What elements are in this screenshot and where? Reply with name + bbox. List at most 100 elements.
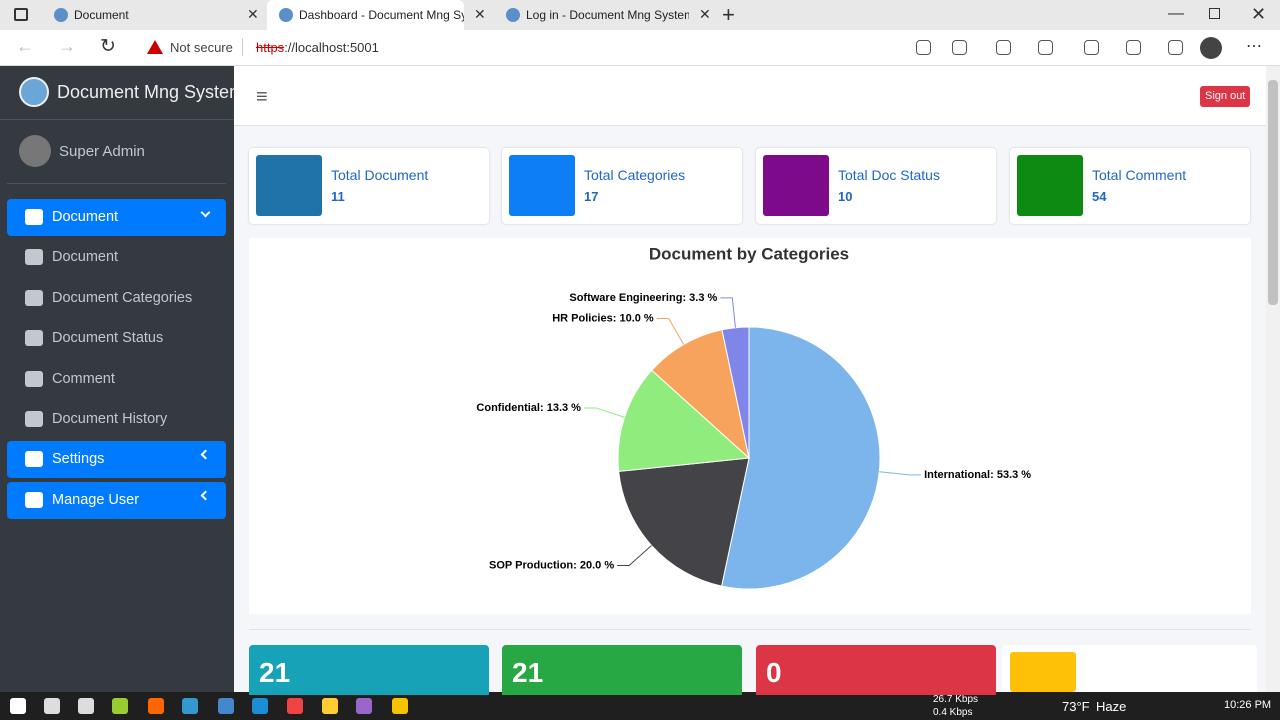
info-box[interactable]: Total Comment 54 xyxy=(1010,148,1250,224)
menu-item[interactable]: Comment xyxy=(52,370,115,387)
info-box-value: 17 xyxy=(584,189,599,204)
toolbar-icon[interactable] xyxy=(1168,40,1183,55)
brand-text[interactable]: Document Mng System xyxy=(57,82,245,102)
info-box-icon xyxy=(763,155,829,216)
taskbar-icon[interactable] xyxy=(148,698,164,714)
small-box-icon xyxy=(1010,652,1076,692)
taskbar-icon[interactable] xyxy=(44,698,60,714)
label-value: 53.3 % xyxy=(997,469,1031,481)
taskbar-icon[interactable] xyxy=(252,698,268,714)
clock[interactable]: 10:26 PM xyxy=(1224,699,1272,711)
menu-item[interactable]: Document Categories xyxy=(52,289,193,306)
divider xyxy=(7,183,226,184)
taskbar-icon[interactable] xyxy=(322,698,338,714)
toolbar-icon[interactable] xyxy=(916,40,931,55)
profile-avatar[interactable] xyxy=(1200,37,1222,59)
menu-group[interactable]: Settings xyxy=(7,441,226,479)
tab-close[interactable]: ✕ xyxy=(247,6,259,22)
taskbar-icon[interactable] xyxy=(356,698,372,714)
tab-close[interactable]: ✕ xyxy=(699,6,711,22)
forward[interactable]: → xyxy=(58,36,76,56)
taskbar-icon[interactable] xyxy=(10,698,26,714)
top-nav xyxy=(234,66,1266,126)
warning-icon xyxy=(147,40,163,54)
label-separator: : xyxy=(682,292,689,304)
divider xyxy=(249,629,1251,630)
toolbar-icon[interactable] xyxy=(1038,40,1053,55)
menu-icon xyxy=(25,370,43,387)
taskbar-icon[interactable] xyxy=(78,698,94,714)
info-box-label: Total Document xyxy=(331,167,429,183)
pie-chart: Document by Categories International: 53… xyxy=(476,244,1031,590)
menu-item[interactable]: Document Status xyxy=(52,330,164,347)
label-category: Software Engineering xyxy=(569,292,682,304)
maximize[interactable] xyxy=(1209,8,1220,19)
chart-title: Document by Categories xyxy=(649,244,849,263)
info-box[interactable]: Total Doc Status 10 xyxy=(756,148,996,224)
weather-text[interactable]: Haze xyxy=(1096,699,1127,714)
pie-slice xyxy=(618,457,750,587)
taskbar-icon[interactable] xyxy=(287,698,303,714)
label-separator: : xyxy=(573,559,580,571)
weather-temp[interactable]: 73°F xyxy=(1062,699,1090,714)
small-box-value[interactable]: 21 xyxy=(249,645,489,695)
menu-item[interactable]: Document History xyxy=(52,411,168,427)
label-separator: : xyxy=(990,469,997,481)
menu-icon xyxy=(25,451,43,468)
security-label: Not secure xyxy=(170,40,233,55)
data-label: Software Engineering: 3.3 % xyxy=(569,292,717,304)
sign-out-button[interactable]: Sign out xyxy=(1200,86,1251,107)
menu-group[interactable]: Document xyxy=(7,199,226,236)
taskbar-icon[interactable] xyxy=(218,698,234,714)
label-category: Confidential xyxy=(476,402,540,414)
leader-line xyxy=(656,317,685,345)
tab-actions[interactable] xyxy=(14,8,28,21)
brand-logo[interactable] xyxy=(19,77,49,107)
taskbar xyxy=(0,692,1280,720)
user-name[interactable]: Super Admin xyxy=(59,143,145,160)
menu-item[interactable]: Document xyxy=(52,249,119,266)
info-box-label: Total Comment xyxy=(1092,167,1187,183)
menu-icon xyxy=(25,411,43,427)
divider xyxy=(0,119,234,120)
toolbar-icon[interactable] xyxy=(952,40,967,55)
info-box-icon xyxy=(1017,155,1083,216)
browser-tab[interactable]: Document xyxy=(74,8,129,22)
small-box-value[interactable]: 21 xyxy=(502,645,742,695)
address-bar[interactable] xyxy=(134,34,954,62)
menu-icon xyxy=(25,330,43,347)
more-menu[interactable]: ⋯ xyxy=(1246,38,1262,55)
menu-icon xyxy=(25,209,43,225)
user-avatar[interactable] xyxy=(19,135,51,167)
small-box-value[interactable]: 0 xyxy=(756,645,996,695)
info-box[interactable]: Total Document 11 xyxy=(249,148,489,224)
divider xyxy=(242,38,243,56)
toolbar-icon[interactable] xyxy=(1126,40,1141,55)
menu-group[interactable]: Manage User xyxy=(7,481,226,519)
label-category: SOP Production xyxy=(489,559,573,571)
taskbar-icon[interactable] xyxy=(182,698,198,714)
tab-close[interactable]: ✕ xyxy=(474,6,486,22)
new-tab[interactable]: + xyxy=(722,2,735,27)
toolbar-icon[interactable] xyxy=(996,40,1011,55)
minimize[interactable]: — xyxy=(1168,5,1184,22)
close-window[interactable]: ✕ xyxy=(1251,4,1267,24)
browser-tab[interactable]: Dashboard - Document Mng Sys xyxy=(267,0,464,30)
info-box-value: 10 xyxy=(838,189,853,204)
taskbar-icon[interactable] xyxy=(112,698,128,714)
browser-tab[interactable]: Log in - Document Mng System xyxy=(526,8,689,22)
info-box-icon xyxy=(256,155,322,216)
info-box[interactable]: Total Categories 17 xyxy=(502,148,742,224)
back[interactable]: ← xyxy=(16,36,34,56)
label-separator: : xyxy=(540,402,547,414)
menu-toggle[interactable]: ≡ xyxy=(256,86,268,108)
menu-icon xyxy=(25,491,43,508)
label-value: 20.0 % xyxy=(580,559,614,571)
scroll-thumb[interactable] xyxy=(1268,80,1278,305)
menu-icon xyxy=(25,289,43,306)
reload[interactable]: ↻ xyxy=(100,36,116,57)
leader-line xyxy=(583,407,625,418)
toolbar-icon[interactable] xyxy=(1084,40,1099,55)
taskbar-icon[interactable] xyxy=(392,698,408,714)
